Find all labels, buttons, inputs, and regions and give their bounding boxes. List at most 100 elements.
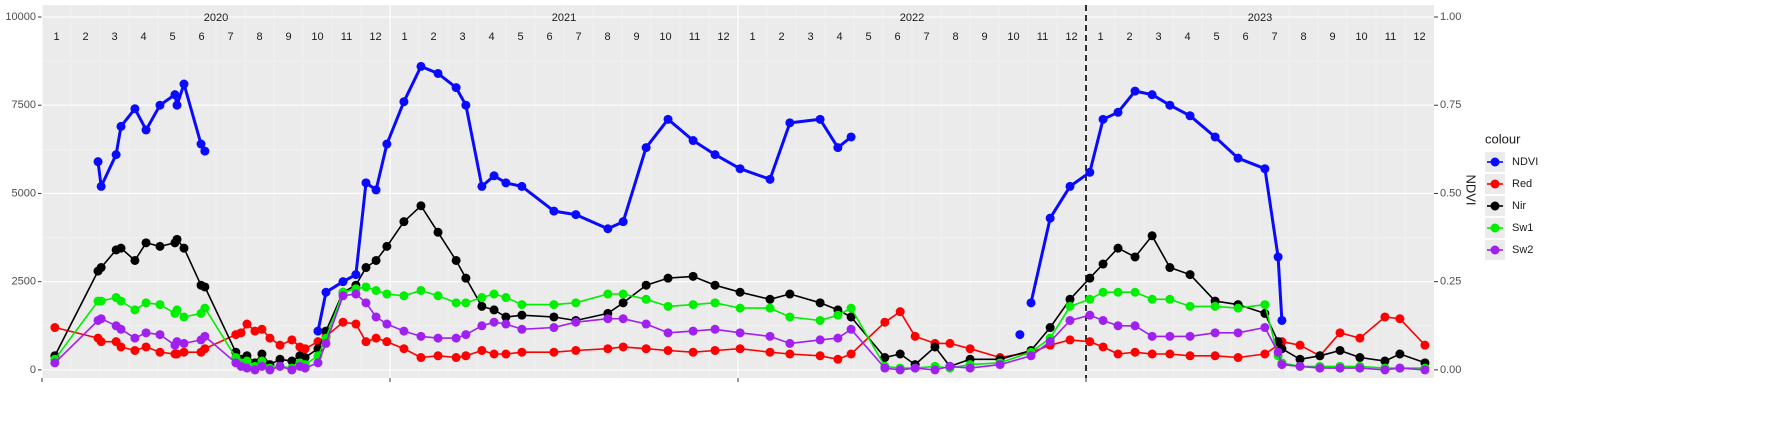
data-point — [416, 353, 426, 363]
data-point — [833, 143, 843, 153]
data-point — [1233, 303, 1243, 313]
data-point — [1147, 90, 1157, 100]
data-point — [1065, 335, 1075, 345]
data-point — [1355, 333, 1365, 343]
data-point — [416, 61, 426, 71]
data-point — [371, 185, 381, 195]
data-point — [433, 351, 443, 361]
month-label: 3 — [1155, 31, 1161, 43]
data-point — [93, 157, 103, 167]
month-label: 4 — [140, 31, 146, 43]
data-point — [641, 143, 651, 153]
data-point — [846, 324, 856, 334]
data-point — [461, 100, 471, 110]
data-point — [1210, 351, 1220, 361]
data-point — [371, 312, 381, 322]
y-tick-label: 7500 — [12, 99, 36, 111]
data-point — [236, 328, 246, 338]
data-point — [116, 342, 126, 352]
data-point — [1065, 315, 1075, 325]
month-label: 11 — [1385, 31, 1396, 43]
data-point — [172, 305, 182, 315]
data-point — [1130, 287, 1140, 297]
data-point — [1113, 243, 1123, 253]
data-point — [1085, 337, 1095, 347]
data-point — [1147, 349, 1157, 359]
month-label: 2 — [82, 31, 88, 43]
data-point — [571, 345, 581, 355]
data-point — [765, 331, 775, 341]
data-point — [688, 136, 698, 146]
y2-tick-label: 0.00 — [1440, 364, 1461, 376]
data-point — [477, 181, 487, 191]
data-point — [130, 345, 140, 355]
data-point — [313, 326, 323, 336]
data-point — [1380, 365, 1390, 375]
data-point — [501, 349, 511, 359]
data-point — [815, 298, 825, 308]
data-point — [287, 365, 297, 375]
data-point — [1395, 349, 1405, 359]
month-label: 2 — [778, 31, 784, 43]
data-point — [1065, 301, 1075, 311]
data-point — [477, 293, 487, 303]
data-point — [179, 79, 189, 89]
legend-label: Red — [1512, 178, 1532, 190]
data-point — [1315, 363, 1325, 373]
month-label: 5 — [1213, 31, 1219, 43]
data-point — [1380, 356, 1390, 366]
data-point — [618, 217, 628, 227]
data-point — [1233, 153, 1243, 163]
data-point — [930, 342, 940, 352]
data-point — [663, 273, 673, 283]
data-point — [116, 243, 126, 253]
data-point — [930, 365, 940, 375]
data-point — [710, 150, 720, 160]
data-point — [549, 300, 559, 310]
data-point — [116, 296, 126, 306]
data-point — [965, 344, 975, 354]
data-point — [1277, 315, 1287, 325]
data-point — [1335, 328, 1345, 338]
month-label: 12 — [1413, 31, 1425, 43]
data-point — [275, 361, 285, 371]
data-point — [815, 114, 825, 124]
data-point — [141, 342, 151, 352]
year-label: 2023 — [1248, 12, 1272, 24]
month-label: 12 — [369, 31, 381, 43]
data-point — [549, 206, 559, 216]
legend-label: Nir — [1512, 200, 1526, 212]
data-point — [489, 317, 499, 327]
month-label: 9 — [285, 31, 291, 43]
data-point — [1065, 181, 1075, 191]
data-point — [321, 287, 331, 297]
data-point — [517, 324, 527, 334]
legend-point — [1490, 157, 1500, 167]
data-point — [1277, 360, 1287, 370]
data-point — [785, 312, 795, 322]
data-point — [846, 312, 856, 322]
data-point — [846, 303, 856, 313]
legend-label: Sw2 — [1512, 244, 1533, 256]
data-point — [710, 324, 720, 334]
data-point — [116, 324, 126, 334]
data-point — [910, 363, 920, 373]
month-label: 11 — [689, 31, 700, 43]
data-point — [710, 280, 720, 290]
data-point — [735, 328, 745, 338]
data-point — [815, 335, 825, 345]
data-point — [1098, 259, 1108, 269]
data-point — [1420, 340, 1430, 350]
data-point — [663, 301, 673, 311]
data-point — [477, 301, 487, 311]
data-point — [172, 337, 182, 347]
data-point — [155, 330, 165, 340]
data-point — [1185, 301, 1195, 311]
data-point — [1233, 353, 1243, 363]
month-label: 7 — [227, 31, 233, 43]
data-point — [945, 361, 955, 371]
data-point — [361, 298, 371, 308]
data-point — [833, 333, 843, 343]
data-point — [50, 358, 60, 368]
data-point — [130, 333, 140, 343]
